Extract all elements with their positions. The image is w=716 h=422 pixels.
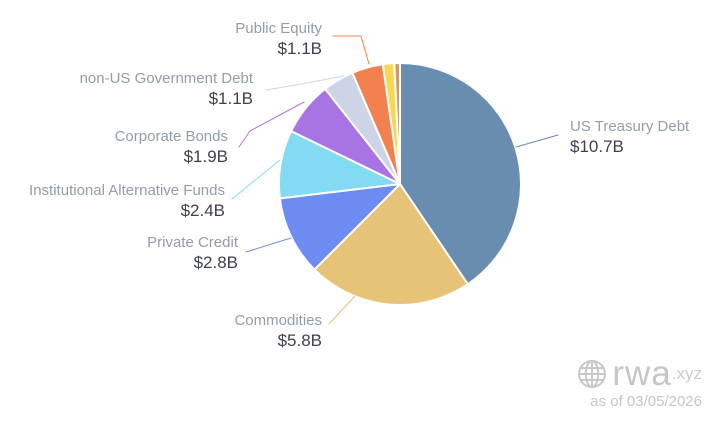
as-of-date: as of 03/05/2026	[590, 393, 702, 410]
globe-icon	[578, 360, 607, 388]
rwa-xyz-watermark: rwa .xyz as of 03/05/2026	[577, 354, 702, 411]
leader-line-public-equity	[332, 35, 370, 65]
callout-non-us-government-debt: non-US Government Debt $1.1B	[80, 69, 253, 110]
leader-line-commodities	[328, 295, 356, 325]
slice-label: US Treasury Debt	[570, 118, 690, 135]
slice-value: $1.1B	[208, 89, 253, 108]
brand-logo-text: rwa	[612, 354, 672, 393]
slice-label: Private Credit	[147, 234, 238, 251]
leader-line-non-us-government-debt	[265, 75, 345, 91]
callout-private-credit: Private Credit $2.8B	[147, 233, 238, 274]
slice-label: Commodities	[234, 312, 322, 329]
pie-slice-commodities[interactable]	[313, 183, 469, 306]
slice-value: $5.8B	[277, 331, 322, 350]
slice-value: $2.8B	[193, 253, 238, 272]
callout-institutional-alternative-funds: Institutional Alternative Funds $2.4B	[29, 181, 225, 222]
slice-label: Institutional Alternative Funds	[29, 182, 225, 199]
leader-line-institutional-alternative-funds	[231, 159, 281, 200]
leader-line-corporate-bonds	[238, 101, 305, 148]
leader-line-us-treasury-debt	[515, 134, 559, 148]
slice-value: $10.7B	[570, 137, 624, 156]
slice-value: $2.4B	[180, 201, 225, 220]
callout-commodities: Commodities $5.8B	[234, 311, 322, 352]
callout-us-treasury-debt: US Treasury Debt $10.7B	[570, 117, 689, 158]
slice-value: $1.1B	[277, 39, 322, 58]
pie-slices-group	[278, 62, 523, 306]
slice-value: $1.9B	[183, 147, 228, 166]
slice-label: non-US Government Debt	[79, 70, 253, 87]
leader-line-private-credit	[245, 237, 292, 253]
pie-slice-unlabeled-8[interactable]	[393, 62, 401, 185]
brand-tld-text: .xyz	[671, 364, 702, 383]
callout-public-equity: Public Equity $1.1B	[235, 19, 322, 60]
callout-corporate-bonds: Corporate Bonds $1.9B	[115, 127, 228, 168]
pie-slice-us-treasury-debt[interactable]	[399, 62, 523, 286]
slice-label: Corporate Bonds	[114, 128, 228, 145]
pie-slice-private-credit[interactable]	[278, 183, 401, 271]
slice-label: Public Equity	[235, 20, 322, 37]
